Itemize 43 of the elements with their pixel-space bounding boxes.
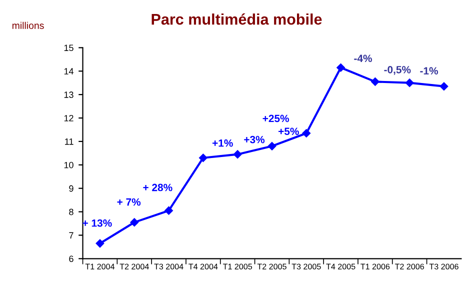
point (336, 63, 345, 72)
point (199, 154, 208, 162)
point (268, 142, 276, 150)
x-tick-label: T2 2005 (257, 264, 286, 270)
chart-title: Parc multimédia mobile (152, 13, 322, 25)
annotation: + 7% (117, 198, 141, 206)
y-tick-label: 14 (64, 68, 74, 74)
x-tick-label: T4 2004 (188, 264, 218, 270)
y-tick-label: 6 (69, 256, 74, 262)
annotation: +25% (262, 114, 290, 122)
point (96, 239, 104, 248)
x-tick-label: T1 2005 (222, 264, 252, 270)
annotation: +5% (278, 128, 299, 136)
point (405, 78, 414, 87)
y-tick-label: 8 (69, 208, 74, 216)
y-tick-label: 13 (64, 92, 74, 98)
point (302, 129, 311, 138)
y-tick-label: 10 (64, 162, 74, 168)
point (130, 218, 139, 226)
annotation: -0,5% (384, 66, 411, 75)
x-tick-label: T2 2004 (120, 264, 149, 270)
x-tick-label: T4 2005 (326, 264, 356, 270)
y-tick-label: 11 (65, 138, 74, 145)
point (164, 206, 173, 215)
x-tick-label: T2 2006 (394, 264, 424, 270)
point (371, 78, 380, 86)
annotation: +3% (244, 136, 265, 144)
annotation: +1% (212, 139, 233, 147)
x-tick-label: T1 2004 (85, 264, 115, 270)
y-tick-label: 7 (69, 232, 74, 238)
y-tick-label: 9 (69, 185, 74, 192)
x-tick-label: T3 2005 (292, 264, 321, 270)
y-tick-label: 12 (64, 114, 74, 122)
point (233, 150, 242, 158)
point (440, 82, 448, 90)
x-tick-label: T3 2004 (154, 264, 184, 270)
x-tick-label: T1 2006 (360, 264, 390, 270)
annotation: -1% (420, 67, 438, 75)
annotation: -4% (354, 54, 372, 62)
y-axis-title: millions (12, 22, 44, 29)
annotation: + 28% (143, 184, 172, 192)
y-tick-label: 15 (64, 44, 74, 52)
x-tick-label: T3 2006 (429, 264, 458, 270)
